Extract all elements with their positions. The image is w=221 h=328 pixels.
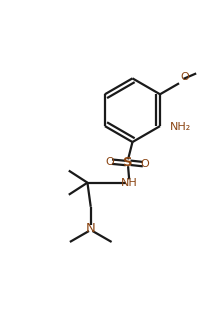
Text: O: O: [180, 72, 189, 82]
Text: N: N: [86, 222, 96, 235]
Text: S: S: [123, 156, 133, 169]
Text: NH₂: NH₂: [170, 122, 191, 132]
Text: O: O: [141, 159, 149, 169]
Text: O: O: [105, 157, 114, 167]
Text: NH: NH: [121, 178, 137, 188]
